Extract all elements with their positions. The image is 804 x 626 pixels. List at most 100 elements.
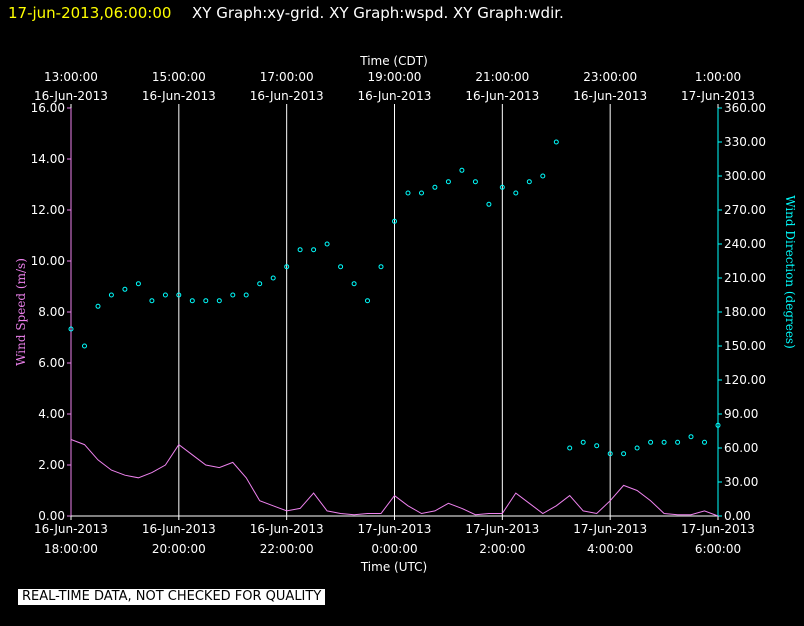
wind-direction-point — [68, 326, 74, 332]
wind-direction-point — [661, 439, 667, 445]
wind-direction-point — [324, 241, 330, 247]
wind-direction-point — [419, 190, 424, 196]
wind-direction-point — [230, 292, 236, 298]
left-tick-label: 8.00 — [38, 305, 65, 319]
bottom-tick-date: 17-Jun-2013 — [465, 522, 539, 536]
wind-direction-point — [176, 292, 182, 298]
wind-direction-point — [634, 445, 640, 451]
wind-direction-point — [378, 264, 384, 270]
bottom-axis-label: Time (UTC) — [360, 560, 427, 574]
right-tick-label: 360.00 — [724, 101, 766, 115]
bottom-tick-date: 17-Jun-2013 — [358, 522, 432, 536]
bottom-tick-date: 16-Jun-2013 — [34, 522, 108, 536]
right-tick-label: 0.00 — [724, 509, 751, 523]
left-tick-label: 10.00 — [31, 254, 65, 268]
wind-direction-point — [594, 443, 600, 449]
top-tick-date: 16-Jun-2013 — [465, 89, 539, 103]
wind-direction-point — [688, 434, 694, 440]
left-axis-label: Wind Speed (m/s) — [14, 258, 28, 366]
wind-direction-point — [486, 201, 492, 207]
top-tick-time: 1:00:00 — [695, 70, 741, 84]
right-tick-label: 30.00 — [724, 475, 758, 489]
bottom-tick-date: 17-Jun-2013 — [681, 522, 755, 536]
bottom-tick-time: 20:00:00 — [152, 542, 206, 556]
bottom-tick-time: 2:00:00 — [479, 542, 525, 556]
left-tick-label: 0.00 — [38, 509, 65, 523]
series-layer — [68, 139, 721, 517]
wind-direction-point — [715, 422, 721, 428]
wind-direction-point — [149, 298, 155, 304]
wind-direction-point — [108, 292, 114, 298]
right-tick-label: 240.00 — [724, 237, 766, 251]
wind-direction-point — [297, 247, 303, 253]
bottom-tick-time: 6:00:00 — [695, 542, 741, 556]
left-axis: 0.00 2.00 4.00 6.00 8.00 10.00 12.00 14.00 16.00 — [31, 101, 72, 523]
header-timestamp: 17-jun-2013,06:00:00 — [8, 4, 171, 22]
left-tick-label: 2.00 — [38, 458, 65, 472]
top-tick-time: 15:00:00 — [152, 70, 206, 84]
wind-direction-point — [135, 281, 141, 287]
bottom-tick-time: 0:00:00 — [371, 542, 417, 556]
bottom-tick-time: 18:00:00 — [44, 542, 98, 556]
left-tick-label: 16.00 — [31, 101, 65, 115]
left-tick-label: 14.00 — [31, 152, 65, 166]
top-tick-time: 23:00:00 — [583, 70, 637, 84]
bottom-tick-time: 4:00:00 — [587, 542, 633, 556]
wind-direction-point — [311, 247, 317, 253]
right-tick-label: 330.00 — [724, 135, 766, 149]
wind-direction-point — [284, 264, 290, 270]
wind-direction-point — [270, 275, 276, 281]
wind-direction-point — [472, 179, 478, 185]
right-tick-label: 60.00 — [724, 441, 758, 455]
right-tick-label: 120.00 — [724, 373, 766, 387]
right-tick-label: 150.00 — [724, 339, 766, 353]
wind-direction-point — [243, 292, 249, 298]
top-tick-time: 17:00:00 — [260, 70, 314, 84]
wind-direction-point — [607, 451, 613, 457]
wind-direction-point — [216, 298, 222, 304]
top-tick-time: 21:00:00 — [475, 70, 529, 84]
left-tick-label: 6.00 — [38, 356, 65, 370]
right-tick-label: 270.00 — [724, 203, 766, 217]
quality-notice: REAL-TIME DATA, NOT CHECKED FOR QUALITY — [18, 589, 326, 605]
wind-direction-point — [648, 439, 654, 445]
wind-direction-point — [162, 292, 168, 298]
gridlines — [178, 108, 611, 516]
bottom-tick-time: 22:00:00 — [260, 542, 314, 556]
wind-direction-point — [513, 190, 519, 196]
wind-direction-point — [621, 451, 627, 457]
wind-direction-point — [122, 286, 128, 292]
top-tick-date: 16-Jun-2013 — [142, 89, 216, 103]
top-tick-date: 16-Jun-2013 — [358, 89, 432, 103]
wind-direction-point — [203, 298, 209, 304]
wind-direction-point — [405, 190, 411, 196]
wind-direction-point — [95, 303, 101, 309]
right-tick-label: 210.00 — [724, 271, 766, 285]
wind-direction-point — [392, 218, 397, 224]
wind-direction-point — [432, 184, 438, 190]
right-axis: 0.00 30.00 60.00 90.00 120.00 150.00 180.00 210… — [717, 101, 766, 523]
top-tick-time: 13:00:00 — [44, 70, 98, 84]
top-tick-date: 16-Jun-2013 — [250, 89, 324, 103]
left-tick-label: 4.00 — [38, 407, 65, 421]
wind-direction-point — [351, 281, 357, 287]
right-tick-label: 300.00 — [724, 169, 766, 183]
wind-direction-point — [499, 184, 505, 190]
bottom-tick-date: 16-Jun-2013 — [250, 522, 324, 536]
bottom-tick-date: 16-Jun-2013 — [142, 522, 216, 536]
wind-direction-point — [82, 343, 87, 349]
bottom-axis: 16-Jun-2013 18:00:00 16-Jun-2013 20:00:00 16… — [34, 515, 755, 556]
wind-direction-point — [580, 439, 586, 445]
wind-direction-point — [526, 179, 532, 185]
wind-direction-point — [189, 298, 195, 304]
wind-direction-point — [702, 439, 707, 445]
wind-direction-point — [459, 167, 465, 173]
top-axis-label: Time (CDT) — [359, 54, 428, 68]
wind-direction-point — [567, 445, 573, 451]
top-tick-date: 16-Jun-2013 — [34, 89, 108, 103]
top-axis: 13:00:00 16-Jun-2013 15:00:00 16-Jun-2013 17… — [34, 70, 755, 108]
right-tick-label: 90.00 — [724, 407, 758, 421]
right-axis-label: Wind Direction (degrees) — [783, 195, 797, 349]
bottom-tick-date: 17-Jun-2013 — [573, 522, 647, 536]
wind-direction-point — [553, 139, 559, 145]
